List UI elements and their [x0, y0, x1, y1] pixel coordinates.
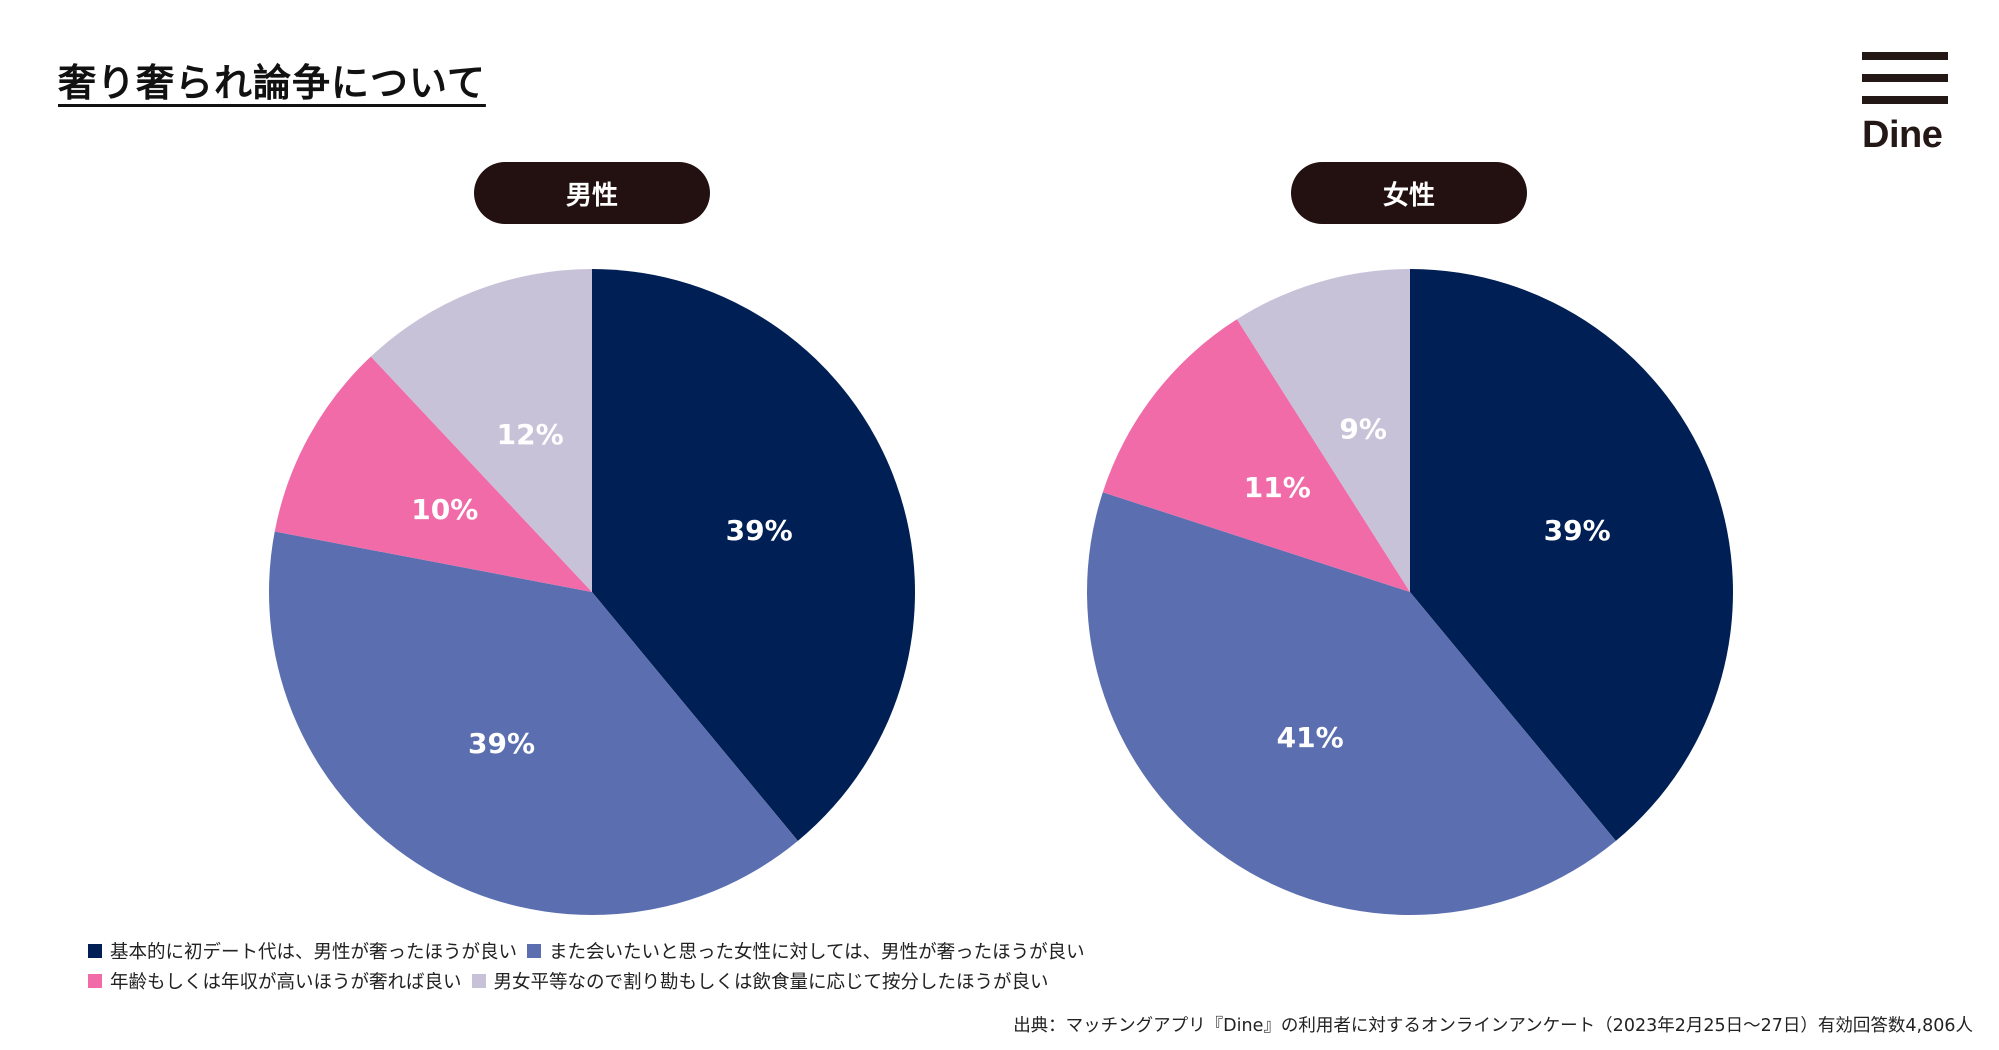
legend-label: 基本的に初デート代は、男性が奢ったほうが良い	[110, 942, 518, 963]
legend-row: 基本的に初デート代は、男性が奢ったほうが良い また会いたいと思った女性に対しては…	[88, 936, 1095, 966]
legend-item: また会いたいと思った女性に対しては、男性が奢ったほうが良い	[527, 938, 1085, 964]
slice-data-label: 9%	[1339, 413, 1387, 446]
legend-row: 年齢もしくは年収が高いほうが奢れば良い 男女平等なので割り勘もしくは飲食量に応じ…	[88, 966, 1095, 996]
pie-slice	[592, 269, 915, 841]
pie-chart-female: 39% 41% 11% 9%	[1087, 269, 1733, 915]
slice-data-label: 41%	[1277, 721, 1344, 754]
pie-slice	[1410, 269, 1733, 841]
legend-item: 年齢もしくは年収が高いほうが奢れば良い	[88, 968, 462, 994]
legend-swatch	[527, 944, 542, 958]
slice-data-label: 39%	[468, 727, 535, 760]
pie-slice	[274, 356, 592, 592]
legend-label: また会いたいと思った女性に対しては、男性が奢ったほうが良い	[549, 942, 1085, 963]
legend-swatch	[471, 974, 486, 988]
pie-slice	[1236, 269, 1410, 592]
source-note: 出典：マッチングアプリ『Dine』の利用者に対するオンラインアンケート（2023…	[1013, 1016, 1973, 1036]
legend-label: 男女平等なので割り勘もしくは飲食量に応じて按分したほうが良い	[493, 972, 1049, 993]
chart-legend: 基本的に初デート代は、男性が奢ったほうが良い また会いたいと思った女性に対しては…	[88, 936, 1095, 996]
slice-data-label: 39%	[1544, 514, 1611, 547]
legend-swatch	[88, 974, 102, 988]
slice-data-label: 10%	[411, 493, 478, 526]
logo-bar	[1862, 74, 1948, 82]
page-title: 奢り奢られ論争について	[58, 61, 486, 105]
legend-swatch	[88, 944, 102, 958]
pie-slice	[370, 269, 592, 592]
chart-title-male: 男性	[474, 162, 710, 224]
logo-bar	[1862, 96, 1948, 104]
legend-item: 基本的に初デート代は、男性が奢ったほうが良い	[88, 938, 517, 964]
logo-bar	[1862, 52, 1948, 60]
slice-data-label: 39%	[726, 514, 793, 547]
dine-logo: Dine	[1862, 52, 1952, 157]
legend-label: 年齢もしくは年収が高いほうが奢れば良い	[110, 972, 462, 993]
pie-chart-male: 39% 39% 10% 12%	[269, 269, 915, 916]
chart-title-female: 女性	[1291, 162, 1527, 224]
pie-slice	[269, 531, 798, 916]
pie-slice	[1087, 492, 1616, 915]
slice-data-label: 12%	[497, 418, 564, 451]
legend-item: 男女平等なので割り勘もしくは飲食量に応じて按分したほうが良い	[471, 968, 1049, 994]
pie-slice	[1102, 319, 1410, 592]
logo-text: Dine	[1862, 114, 1943, 156]
slice-data-label: 11%	[1244, 471, 1311, 504]
